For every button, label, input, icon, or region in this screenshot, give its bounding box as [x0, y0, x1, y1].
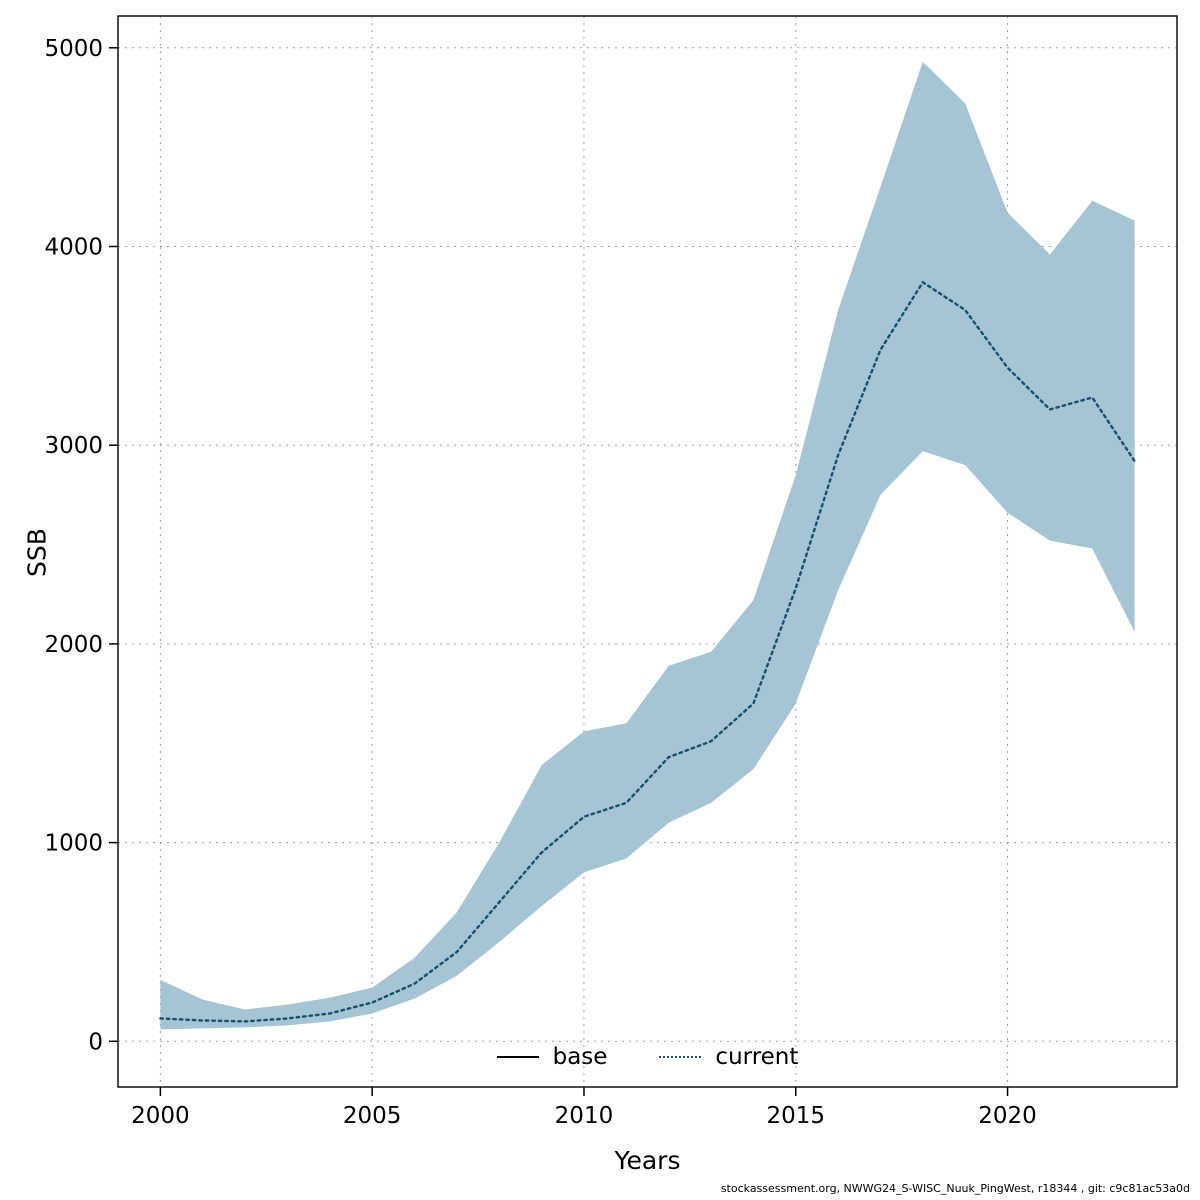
x-tick-label: 2020: [978, 1103, 1037, 1129]
x-axis-label: Years: [614, 1146, 681, 1175]
y-tick-label: 1000: [44, 831, 103, 857]
legend-item-base: base: [496, 1044, 608, 1070]
confidence-band: [160, 61, 1135, 1030]
x-tick-label: 2005: [343, 1103, 402, 1129]
y-axis-label: SSB: [22, 528, 52, 577]
y-tick-label: 2000: [44, 632, 103, 658]
x-tick-label: 2000: [131, 1103, 190, 1129]
legend-label-current: current: [715, 1044, 799, 1070]
y-tick-label: 0: [88, 1029, 103, 1055]
y-tick-label: 5000: [44, 36, 103, 62]
plot-border: [117, 15, 1178, 1088]
footer-caption: stockassessment.org, NWWG24_S-WISC_Nuuk_…: [720, 1182, 1190, 1195]
current-line-swatch: [659, 1056, 702, 1058]
legend-item-current: current: [659, 1044, 798, 1070]
legend-label-base: base: [552, 1044, 608, 1070]
y-tick-label: 3000: [44, 433, 103, 459]
current-line: [159, 280, 1136, 1023]
y-tick-label: 4000: [44, 234, 103, 260]
legend: base current: [118, 1044, 1177, 1070]
x-tick-label: 2010: [555, 1103, 614, 1129]
x-tick-label: 2015: [766, 1103, 825, 1129]
base-line-swatch: [496, 1056, 539, 1058]
